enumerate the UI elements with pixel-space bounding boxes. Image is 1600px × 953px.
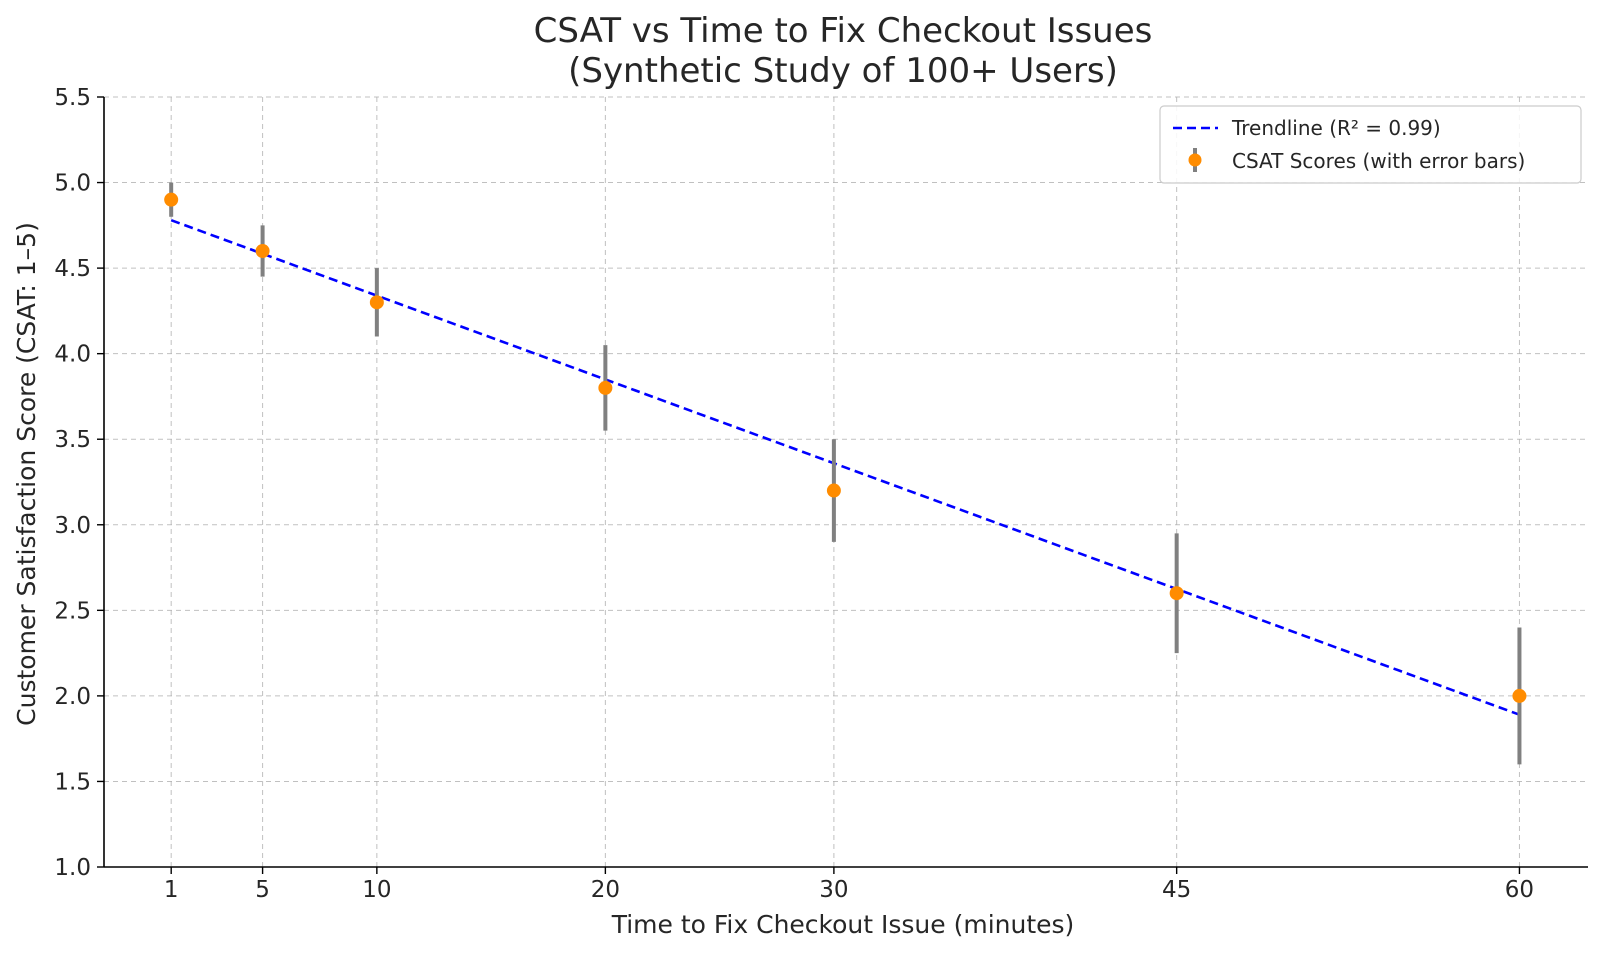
y-tick-label: 2.0 (54, 684, 91, 710)
y-tick-label: 5.0 (54, 171, 91, 197)
x-tick-label: 5 (255, 877, 270, 903)
trendline (170, 218, 1520, 716)
y-tick-label: 5.5 (54, 85, 91, 111)
x-tick-label: 60 (1505, 877, 1534, 903)
chart-title-line-1: CSAT vs Time to Fix Checkout Issues (534, 11, 1153, 51)
legend-trendline-label: Trendline (R² = 0.99) (1231, 116, 1441, 140)
y-tick-label: 2.5 (54, 598, 91, 624)
x-tick-label: 1 (164, 877, 179, 903)
data-point (598, 380, 613, 395)
x-tick-label: 10 (362, 877, 391, 903)
data-point (1512, 688, 1527, 703)
legend-marker-swatch (1188, 153, 1202, 167)
data-point (164, 192, 179, 207)
data-point (826, 483, 841, 498)
y-tick-label: 4.0 (54, 342, 91, 368)
x-tick-label: 45 (1162, 877, 1191, 903)
legend-csat-label: CSAT Scores (with error bars) (1232, 149, 1525, 173)
data-point (369, 295, 384, 310)
x-tick-label: 30 (819, 877, 848, 903)
y-tick-label: 3.0 (54, 513, 91, 539)
x-tick-label: 20 (591, 877, 620, 903)
x-axis-label: Time to Fix Checkout Issue (minutes) (611, 910, 1075, 939)
plot-area (164, 182, 1527, 765)
legend: Trendline (R² = 0.99) CSAT Scores (with … (1159, 105, 1582, 184)
y-tick-label: 1.5 (54, 769, 91, 795)
y-tick-label: 3.5 (54, 427, 91, 453)
legend-box (1159, 105, 1582, 184)
axes: 1 5 10 20 30 45 60 1.0 1.5 2.0 2.5 3.0 3.5 4.0 4.5 5.0 5… (54, 85, 1588, 903)
data-point (1169, 586, 1184, 601)
grid (104, 96, 1588, 868)
y-tick-label: 1.0 (54, 855, 91, 881)
y-axis-label: Customer Satisfaction Score (CSAT: 1–5) (12, 222, 41, 726)
data-point (255, 244, 270, 258)
chart-title-line-2: (Synthetic Study of 100+ Users) (568, 51, 1118, 91)
y-tick-label: 4.5 (54, 256, 91, 282)
